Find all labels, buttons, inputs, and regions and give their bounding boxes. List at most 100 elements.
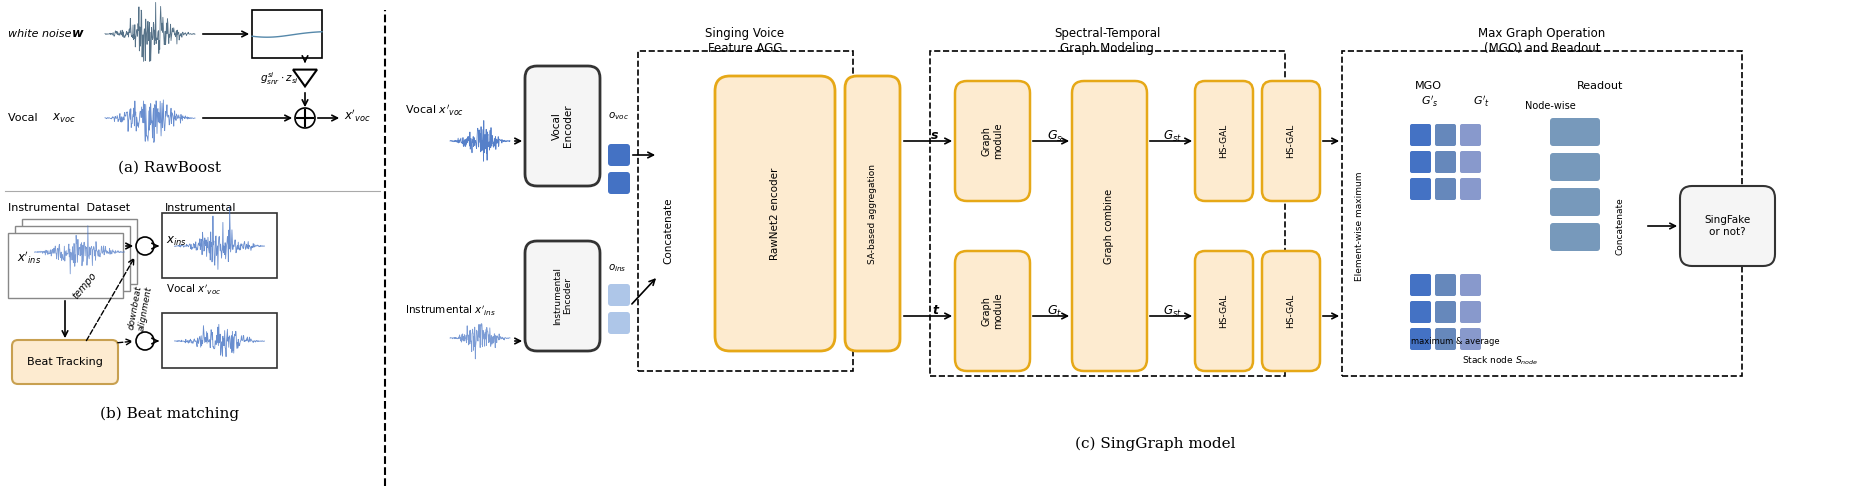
FancyBboxPatch shape [161, 313, 276, 368]
FancyBboxPatch shape [1460, 124, 1481, 146]
Circle shape [135, 237, 154, 255]
Text: Concatenate: Concatenate [1616, 197, 1625, 255]
Text: Graph
module: Graph module [982, 123, 1002, 159]
Circle shape [295, 108, 315, 128]
FancyBboxPatch shape [1262, 81, 1319, 201]
Text: $G_s$: $G_s$ [1047, 128, 1064, 143]
FancyBboxPatch shape [1460, 151, 1481, 173]
FancyBboxPatch shape [11, 340, 119, 384]
FancyBboxPatch shape [524, 241, 600, 351]
FancyBboxPatch shape [1195, 251, 1253, 371]
Text: Max Graph Operation
(MGO) and Readout: Max Graph Operation (MGO) and Readout [1479, 27, 1607, 55]
FancyBboxPatch shape [1460, 328, 1481, 350]
FancyBboxPatch shape [1410, 178, 1431, 200]
FancyBboxPatch shape [22, 219, 137, 284]
Text: Node-wise: Node-wise [1525, 101, 1575, 111]
FancyBboxPatch shape [1460, 178, 1481, 200]
Text: Element-wise maximum: Element-wise maximum [1356, 171, 1364, 281]
FancyBboxPatch shape [608, 172, 630, 194]
Text: downbeat
alignment: downbeat alignment [126, 284, 154, 332]
FancyBboxPatch shape [1410, 328, 1431, 350]
Text: $G_{st}$: $G_{st}$ [1162, 304, 1182, 318]
Text: Readout: Readout [1577, 81, 1623, 91]
FancyBboxPatch shape [161, 213, 276, 278]
FancyBboxPatch shape [252, 10, 322, 58]
Text: white noise: white noise [7, 29, 74, 39]
Text: $G_t$: $G_t$ [1047, 304, 1062, 318]
Text: HS-GAL: HS-GAL [1219, 124, 1229, 158]
Text: (a) RawBoost: (a) RawBoost [119, 161, 222, 175]
Text: SingFake
or not?: SingFake or not? [1705, 215, 1751, 237]
Text: tempo: tempo [70, 271, 98, 302]
FancyBboxPatch shape [15, 226, 130, 291]
Text: $G'_s$: $G'_s$ [1421, 95, 1440, 110]
FancyBboxPatch shape [1410, 124, 1431, 146]
FancyBboxPatch shape [1195, 81, 1253, 201]
FancyBboxPatch shape [524, 66, 600, 186]
Text: Instrumental $x'_{ins}$: Instrumental $x'_{ins}$ [406, 304, 497, 318]
Text: Beat Tracking: Beat Tracking [28, 357, 104, 367]
FancyBboxPatch shape [1434, 124, 1456, 146]
FancyBboxPatch shape [954, 251, 1030, 371]
FancyBboxPatch shape [608, 144, 630, 166]
FancyBboxPatch shape [1549, 188, 1599, 216]
Text: $x_{voc}$: $x_{voc}$ [52, 112, 76, 124]
Polygon shape [293, 69, 317, 86]
Text: $o_{voc}$: $o_{voc}$ [608, 110, 628, 122]
Text: Instrumental
Encoder: Instrumental Encoder [552, 267, 573, 325]
Text: Vocal $x'_{voc}$: Vocal $x'_{voc}$ [167, 283, 221, 297]
Text: RawNet2 encoder: RawNet2 encoder [771, 168, 780, 260]
Text: SA-based aggregation: SA-based aggregation [867, 164, 876, 264]
FancyBboxPatch shape [1410, 151, 1431, 173]
FancyBboxPatch shape [1434, 151, 1456, 173]
FancyBboxPatch shape [608, 284, 630, 306]
FancyBboxPatch shape [715, 76, 836, 351]
Text: Vocal
Encoder: Vocal Encoder [552, 105, 573, 147]
FancyBboxPatch shape [845, 76, 901, 351]
Text: $o_{ins}$: $o_{ins}$ [608, 262, 626, 274]
Text: s: s [932, 129, 939, 142]
FancyBboxPatch shape [1549, 153, 1599, 181]
FancyBboxPatch shape [7, 233, 122, 298]
FancyBboxPatch shape [1549, 118, 1599, 146]
Text: (c) SingGraph model: (c) SingGraph model [1075, 437, 1236, 451]
FancyBboxPatch shape [1460, 301, 1481, 323]
Circle shape [135, 332, 154, 350]
Text: $g^{si}_{snr} \cdot z_{si}$: $g^{si}_{snr} \cdot z_{si}$ [259, 70, 298, 87]
FancyBboxPatch shape [954, 81, 1030, 201]
FancyBboxPatch shape [1410, 274, 1431, 296]
Text: HS-GAL: HS-GAL [1286, 124, 1295, 158]
FancyBboxPatch shape [1434, 274, 1456, 296]
Text: Vocal $x'_{voc}$: Vocal $x'_{voc}$ [406, 104, 463, 119]
Text: t: t [932, 305, 938, 317]
Text: $x'_{ins}$: $x'_{ins}$ [17, 249, 41, 266]
FancyBboxPatch shape [1434, 328, 1456, 350]
Text: maximum & average: maximum & average [1410, 336, 1499, 346]
Text: Instrumental  Dataset: Instrumental Dataset [7, 203, 130, 213]
FancyBboxPatch shape [1681, 186, 1775, 266]
Text: Singing Voice
Feature AGG: Singing Voice Feature AGG [706, 27, 784, 55]
Text: (b) Beat matching: (b) Beat matching [100, 407, 239, 421]
Text: $x_{ins}$: $x_{ins}$ [167, 235, 187, 248]
FancyBboxPatch shape [1434, 301, 1456, 323]
FancyBboxPatch shape [1460, 274, 1481, 296]
Text: Concatenate: Concatenate [663, 198, 673, 264]
Text: HS-GAL: HS-GAL [1219, 294, 1229, 328]
Text: Spectral-Temporal
Graph Modeling: Spectral-Temporal Graph Modeling [1054, 27, 1160, 55]
Text: Graph combine: Graph combine [1104, 188, 1114, 263]
Text: Graph
module: Graph module [982, 293, 1002, 329]
Text: MGO: MGO [1414, 81, 1442, 91]
FancyBboxPatch shape [608, 312, 630, 334]
Text: $G_{st}$: $G_{st}$ [1162, 128, 1182, 143]
FancyBboxPatch shape [1549, 223, 1599, 251]
Text: $x'_{voc}$: $x'_{voc}$ [345, 108, 371, 124]
Text: Stack node $S_{node}$: Stack node $S_{node}$ [1462, 355, 1538, 367]
FancyBboxPatch shape [1434, 178, 1456, 200]
FancyBboxPatch shape [1410, 301, 1431, 323]
Text: $G'_t$: $G'_t$ [1473, 95, 1490, 110]
Text: Instrumental: Instrumental [165, 203, 237, 213]
Text: w: w [72, 27, 83, 41]
FancyBboxPatch shape [1262, 251, 1319, 371]
Text: HS-GAL: HS-GAL [1286, 294, 1295, 328]
Text: Vocal: Vocal [7, 113, 41, 123]
